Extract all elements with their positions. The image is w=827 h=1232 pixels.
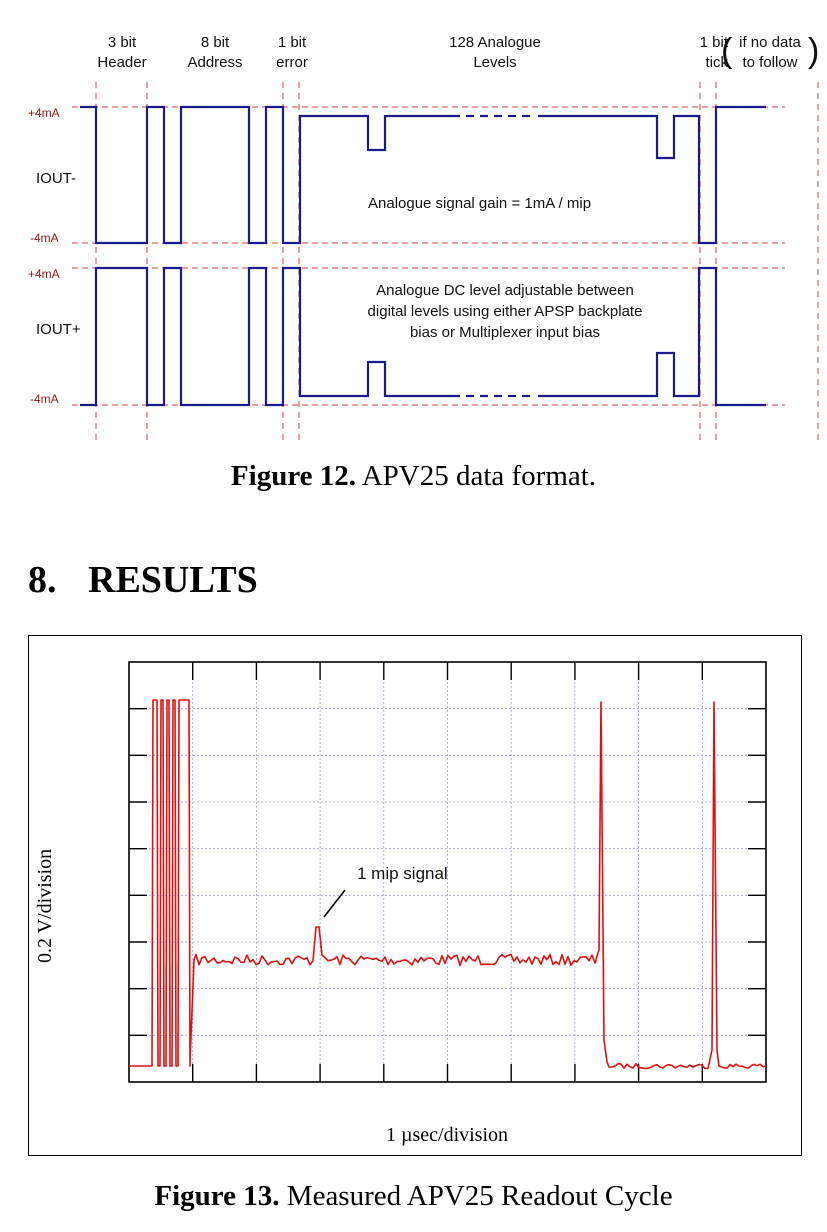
caption-text: APV25 data format. <box>356 460 597 492</box>
oscilloscope-plot <box>128 661 767 1083</box>
label-line: tick <box>705 54 729 71</box>
right-paren: ) <box>808 32 820 70</box>
caption-label: Figure 13. <box>154 1180 280 1212</box>
label-line: 1 bit <box>277 34 307 51</box>
gain-text: Analogue signal gain = 1mA / mip <box>368 195 592 212</box>
label-line: 8 bit <box>200 34 230 51</box>
section-title: RESULTS <box>88 559 258 601</box>
label-1bit-error: 1 bit error <box>256 33 328 73</box>
level-label-minus4-top: -4mA <box>30 231 59 245</box>
label-line: to follow <box>742 54 798 71</box>
caption-label: Figure 12. <box>230 460 357 492</box>
level-label-minus4-bottom: -4mA <box>30 392 59 406</box>
level-label-plus4-top: +4mA <box>28 106 60 120</box>
annotation-pointer <box>323 889 346 918</box>
axis-ticks <box>129 662 766 1082</box>
iout-plus-label: IOUT+ <box>36 321 81 338</box>
section-number: 8. <box>28 559 57 601</box>
label-line: 1 bit <box>699 34 728 51</box>
label-8bit-address: 8 bit Address <box>175 33 255 73</box>
separator-lines <box>95 82 819 440</box>
plot-border <box>128 661 767 1083</box>
y-axis-label: 0.2 V/division <box>34 849 60 963</box>
dc-text-line: bias or Multiplexer input bias <box>409 324 601 341</box>
y-axis-label-text: 0.2 V/division <box>34 848 56 963</box>
label-line: Levels <box>473 54 517 71</box>
iout-plus-trace <box>80 266 766 407</box>
annotation-1mip: 1 mip signal <box>357 864 448 883</box>
x-axis-label: 1 µsec/division <box>385 1124 509 1146</box>
caption-text: Measured APV25 Readout Cycle <box>279 1180 673 1212</box>
label-line: Header <box>97 54 147 71</box>
left-paren: ( <box>721 32 733 70</box>
data-format-diagram <box>72 82 819 440</box>
grid <box>129 662 766 1082</box>
label-if-no-data: if no data to follow <box>730 33 810 73</box>
label-128-analogue-levels: 128 Analogue Levels <box>420 33 570 73</box>
figure-12-caption: Figure 12. APV25 data format. <box>0 460 827 493</box>
iout-minus-label: IOUT- <box>36 170 76 187</box>
label-line: Address <box>187 54 243 71</box>
label-line: error <box>276 54 308 71</box>
reference-lines <box>72 106 785 406</box>
dc-text-line: Analogue DC level adjustable between <box>376 282 634 299</box>
level-label-plus4-bottom: +4mA <box>28 267 60 281</box>
figure-13-frame <box>28 635 802 1156</box>
label-line: 3 bit <box>107 34 137 51</box>
label-line: if no data <box>739 34 801 51</box>
figure-13-caption: Figure 13. Measured APV25 Readout Cycle <box>0 1180 827 1213</box>
label-3bit-header: 3 bit Header <box>82 33 162 73</box>
label-line: 128 Analogue <box>449 34 541 51</box>
iout-minus-trace <box>80 105 766 245</box>
dc-text-line: digital levels using either APSP backpla… <box>367 303 643 320</box>
label-1bit-tick: 1 bit tick <box>680 33 728 73</box>
section-heading: 8. RESULTS <box>28 558 258 602</box>
scope-trace <box>129 699 767 1070</box>
dc-level-text: Analogue DC level adjustable between dig… <box>340 280 670 343</box>
